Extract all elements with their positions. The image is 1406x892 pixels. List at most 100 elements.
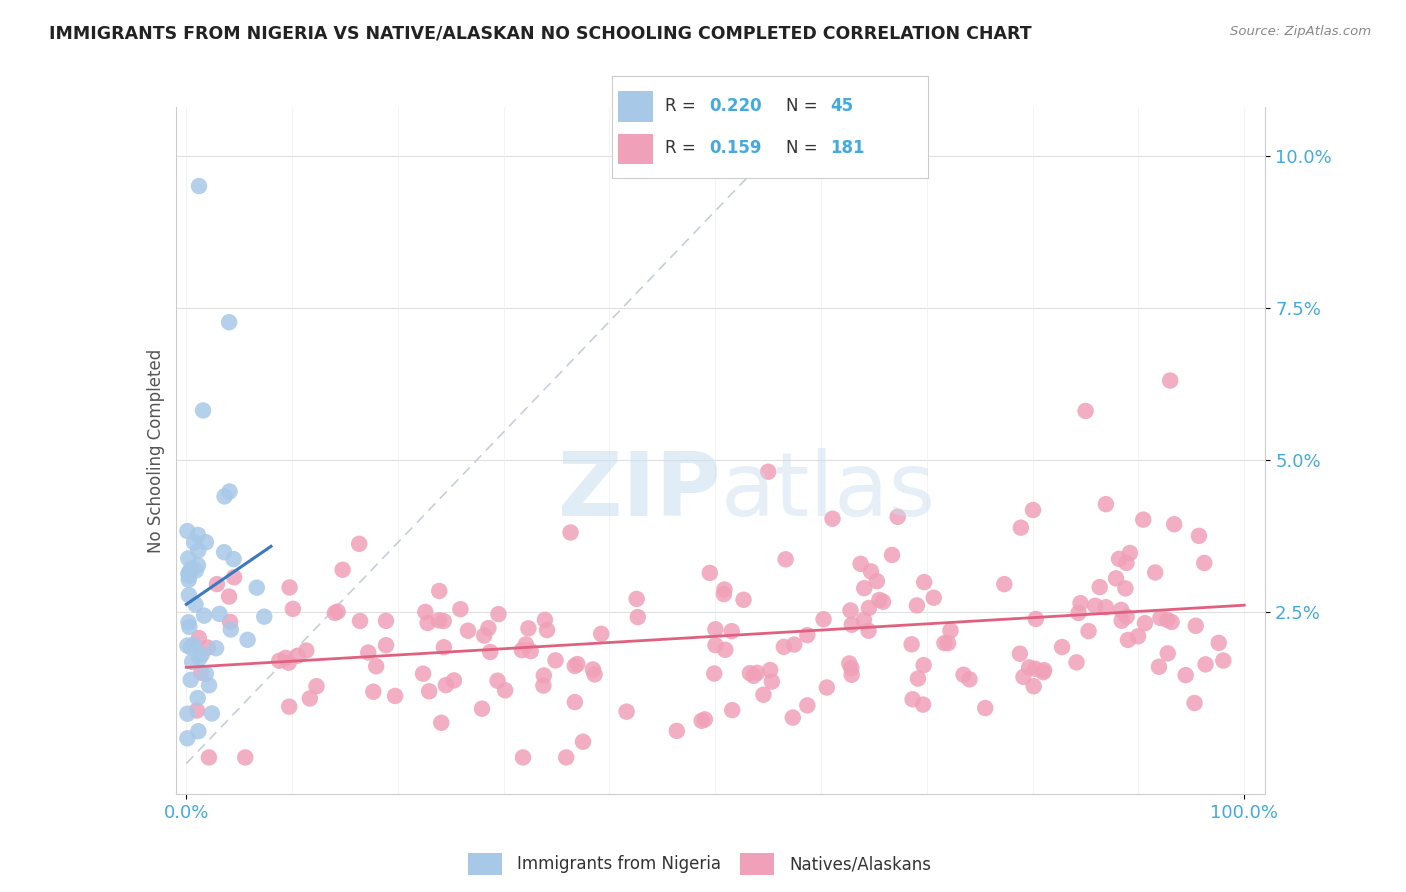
- Point: [219, 623, 242, 637]
- Point: [494, 683, 516, 698]
- Text: Source: ZipAtlas.com: Source: ZipAtlas.com: [1230, 25, 1371, 38]
- Point: [852, 613, 875, 627]
- Point: [194, 535, 217, 549]
- Point: [488, 607, 510, 621]
- Point: [841, 667, 863, 681]
- Point: [278, 699, 301, 714]
- Point: [323, 606, 346, 620]
- Point: [183, 535, 205, 549]
- Point: [752, 688, 775, 702]
- Point: [616, 705, 638, 719]
- Point: [277, 656, 299, 670]
- Point: [813, 612, 835, 626]
- Point: [993, 577, 1015, 591]
- Point: [564, 695, 586, 709]
- Point: [486, 673, 509, 688]
- Point: [181, 655, 204, 669]
- Point: [533, 679, 555, 693]
- Point: [190, 665, 212, 680]
- Point: [849, 557, 872, 571]
- Point: [1188, 529, 1211, 543]
- Point: [187, 690, 209, 705]
- Point: [720, 624, 742, 639]
- Point: [416, 615, 439, 630]
- Point: [536, 623, 558, 637]
- Point: [974, 701, 997, 715]
- Point: [326, 605, 349, 619]
- Point: [544, 653, 567, 667]
- Point: [1018, 660, 1040, 674]
- Point: [512, 750, 534, 764]
- Point: [183, 638, 205, 652]
- Point: [449, 602, 471, 616]
- Point: [567, 657, 589, 671]
- Point: [868, 593, 890, 607]
- Point: [858, 601, 880, 615]
- Point: [841, 661, 863, 675]
- Point: [188, 179, 211, 194]
- Point: [433, 614, 456, 628]
- Point: [201, 706, 224, 721]
- Point: [1159, 374, 1181, 388]
- Point: [191, 647, 214, 661]
- Point: [366, 659, 388, 673]
- Point: [412, 666, 434, 681]
- Point: [866, 574, 889, 589]
- Point: [1095, 600, 1118, 615]
- Text: ZIP: ZIP: [558, 448, 721, 535]
- Bar: [619, 134, 652, 164]
- Point: [434, 678, 457, 692]
- Text: R =: R =: [665, 139, 702, 157]
- Point: [218, 484, 240, 499]
- Point: [179, 569, 201, 583]
- Point: [690, 714, 713, 728]
- Point: [187, 724, 209, 739]
- Point: [952, 667, 974, 681]
- Point: [1025, 612, 1047, 626]
- Point: [184, 564, 207, 578]
- Point: [582, 663, 605, 677]
- Point: [415, 605, 437, 619]
- Point: [332, 563, 354, 577]
- Point: [1156, 613, 1178, 627]
- Point: [555, 750, 578, 764]
- Point: [363, 684, 385, 698]
- Point: [1084, 599, 1107, 613]
- Point: [1088, 580, 1111, 594]
- Point: [912, 658, 935, 673]
- Y-axis label: No Schooling Completed: No Schooling Completed: [146, 349, 165, 552]
- Point: [427, 613, 450, 627]
- Point: [1147, 660, 1170, 674]
- Point: [177, 566, 200, 581]
- Point: [704, 622, 727, 636]
- Point: [859, 565, 882, 579]
- Point: [934, 636, 956, 650]
- Text: 45: 45: [830, 97, 853, 115]
- Point: [1174, 668, 1197, 682]
- Point: [591, 627, 613, 641]
- Point: [1163, 517, 1185, 532]
- Point: [375, 614, 398, 628]
- Point: [298, 691, 321, 706]
- Point: [738, 666, 761, 681]
- Point: [912, 575, 935, 590]
- Point: [939, 624, 962, 638]
- Point: [357, 646, 380, 660]
- Point: [704, 638, 727, 652]
- Point: [384, 689, 406, 703]
- Point: [564, 659, 586, 673]
- Point: [1022, 679, 1045, 693]
- Bar: [468, 853, 502, 875]
- Point: [783, 638, 806, 652]
- Point: [281, 602, 304, 616]
- Point: [1012, 670, 1035, 684]
- Point: [205, 641, 228, 656]
- Point: [176, 524, 198, 538]
- Point: [1115, 556, 1137, 570]
- Point: [838, 657, 860, 671]
- Point: [347, 537, 370, 551]
- Text: N =: N =: [786, 97, 823, 115]
- Point: [1212, 654, 1234, 668]
- Point: [665, 723, 688, 738]
- Point: [745, 665, 768, 680]
